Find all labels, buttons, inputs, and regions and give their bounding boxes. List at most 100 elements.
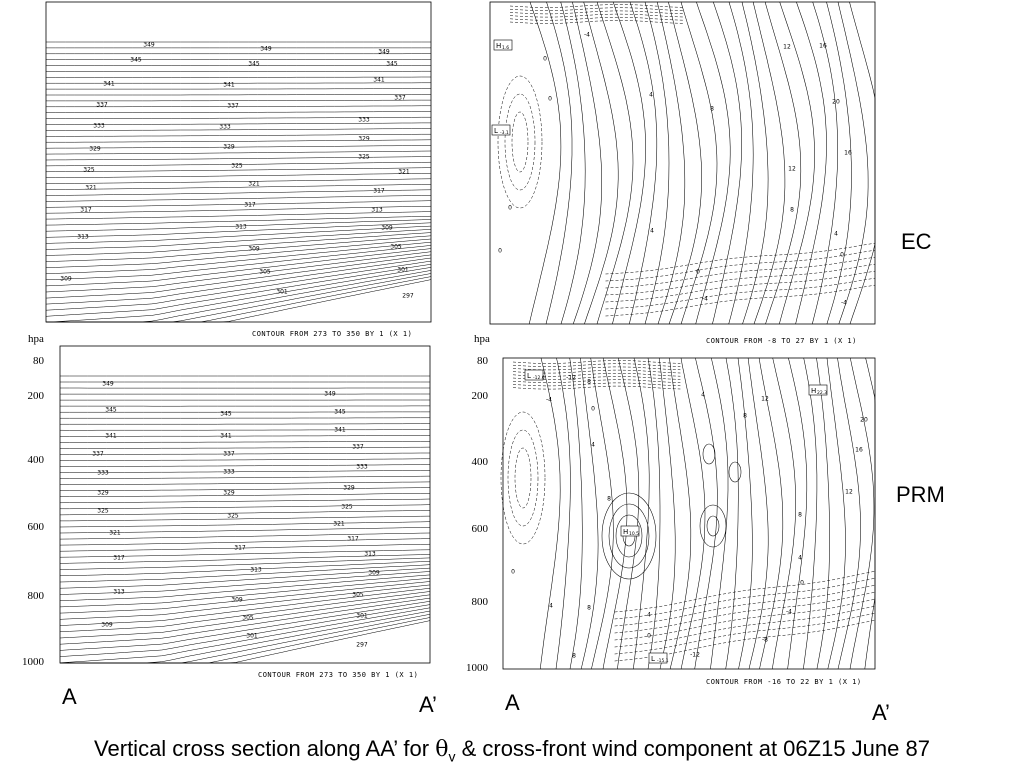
wind-isoline [737,357,753,670]
theta-contour-label: 309 [231,597,243,604]
theta-isoline [60,620,431,664]
wind-contour-label: -4 [841,300,847,307]
prm-wind-low-marker-top: L -12.6 [524,369,545,381]
wind-contour-label: 16 [855,447,863,454]
wind-contour-label: 0 [543,56,547,63]
svg-text:22.3: 22.3 [817,390,827,396]
wind-contour-label: 4 [701,392,705,399]
theta-isoline [45,189,432,196]
wind-contour-label: 4 [649,92,653,99]
wind-isoline [864,357,876,670]
wind-negative-isoline [509,17,684,21]
ec-theta-chart: 349 349 349 345 345 345 341 341 341 337 337 337 333 3… [45,1,432,323]
theta-contour-label: 321 [109,530,121,537]
theta-contour-label: 345 [220,411,232,418]
theta-contour-label: 313 [235,224,247,231]
wind-isoline [837,1,869,325]
theta-isoline [59,604,431,657]
theta-isoline [46,128,432,131]
ec-wind-low-marker: L -3.1 [491,124,511,136]
theta-isoline [60,446,431,449]
prm-wind-panel: -12 8 -4 0 4 8 12 20 16 12 8 4 0 -4 -8 -12 4 8 8 4 0 4 0 8 L -12.… [500,357,876,670]
theta-isoline [46,105,431,108]
theta-isoline [59,521,431,528]
theta-isoline [60,504,431,510]
pressure-tick-1000: 1000 [22,656,44,668]
wind-contour-label: 8 [710,106,714,113]
theta-isoline [60,423,430,425]
theta-isoline [45,245,432,281]
theta-isoline [59,587,431,626]
theta-isoline [60,452,430,455]
theta-contour-label: 341 [103,81,115,88]
wind-isoline [569,357,583,670]
pressure-tick-1000: 1000 [466,662,488,674]
theta-contour-label: 325 [231,163,243,170]
caption-suffix: & cross-front wind component at 06Z15 Ju… [455,736,930,761]
theta-isoline [59,571,431,595]
hpa-label-right: hpa [474,333,490,345]
wind-negative-isoline [512,360,681,364]
theta-contour-label: 325 [341,504,353,511]
pressure-tick-800: 800 [27,590,45,602]
theta-isoline [45,161,432,167]
wind-isoline [787,357,808,670]
wind-contour-label: 0 [696,269,700,276]
wind-negative-isoline [504,93,536,191]
theta-contour-label: 313 [250,567,262,574]
theta-isoline [59,577,431,608]
theta-contour-label: 329 [89,146,101,153]
theta-contour-label: 333 [97,470,109,477]
wind-negative-isoline [605,284,876,317]
theta-contour-label: 345 [105,407,117,414]
wind-contour-label: -4 [702,296,708,303]
wind-contour-label: 8 [798,512,802,519]
theta-contour-label: 301 [246,633,258,640]
wind-isoline [580,357,599,670]
theta-contour-label: 301 [397,267,409,274]
wind-isoline [816,357,830,670]
theta-contour-label: 305 [352,592,364,599]
theta-contour-label: 329 [223,490,235,497]
wind-isoline [695,1,731,325]
wind-isoline [629,1,658,325]
wind-contour-label: -12 [566,375,576,382]
theta-isoline [45,156,432,161]
theta-isoline [60,493,431,497]
plot-frame [502,357,876,670]
wind-contour-label: 16 [819,43,827,50]
theta-contour-label: 329 [343,485,355,492]
theta-isoline [45,167,432,173]
theta-contour-label: 341 [105,433,117,440]
figure-caption: Vertical cross section along AA’ for θv … [0,736,1024,764]
theta-contour-label: 313 [371,207,383,214]
theta-contour-label: 313 [364,551,376,558]
wind-contour-label: 0 [591,406,595,413]
wind-isoline [812,1,838,325]
wind-contour-label: 4 [591,442,595,449]
prm-theta-chart: 349 349 345 345 345 341 341 341 337 337 337 333 333 3… [59,345,431,664]
theta-isoline [46,139,432,143]
theta-isoline [46,99,431,102]
theta-isoline [59,510,431,516]
wind-isoline [741,1,769,325]
theta-isoline [59,538,431,546]
pressure-tick-800: 800 [471,596,489,608]
wind-negative-isoline [614,591,876,634]
theta-contours [59,375,431,664]
ec-theta-panel: 349 349 349 345 345 345 341 341 341 337 337 337 333 3… [45,1,432,323]
theta-contour-label: 321 [333,521,345,528]
theta-contour-label: 325 [83,167,95,174]
wind-isoline [826,357,846,670]
wind-negative-isoline [500,411,546,545]
wind-negative-isoline [614,584,876,627]
theta-contour-label: 345 [334,409,346,416]
theta-contour-label: 317 [234,545,246,552]
theta-isoline [60,475,431,479]
wind-contour-label: 8 [587,605,591,612]
wind-contour-label: 12 [845,489,853,496]
wind-contour-label: 4 [798,555,802,562]
wind-negative-isoline [605,242,876,275]
theta-contour-label: 321 [248,181,260,188]
